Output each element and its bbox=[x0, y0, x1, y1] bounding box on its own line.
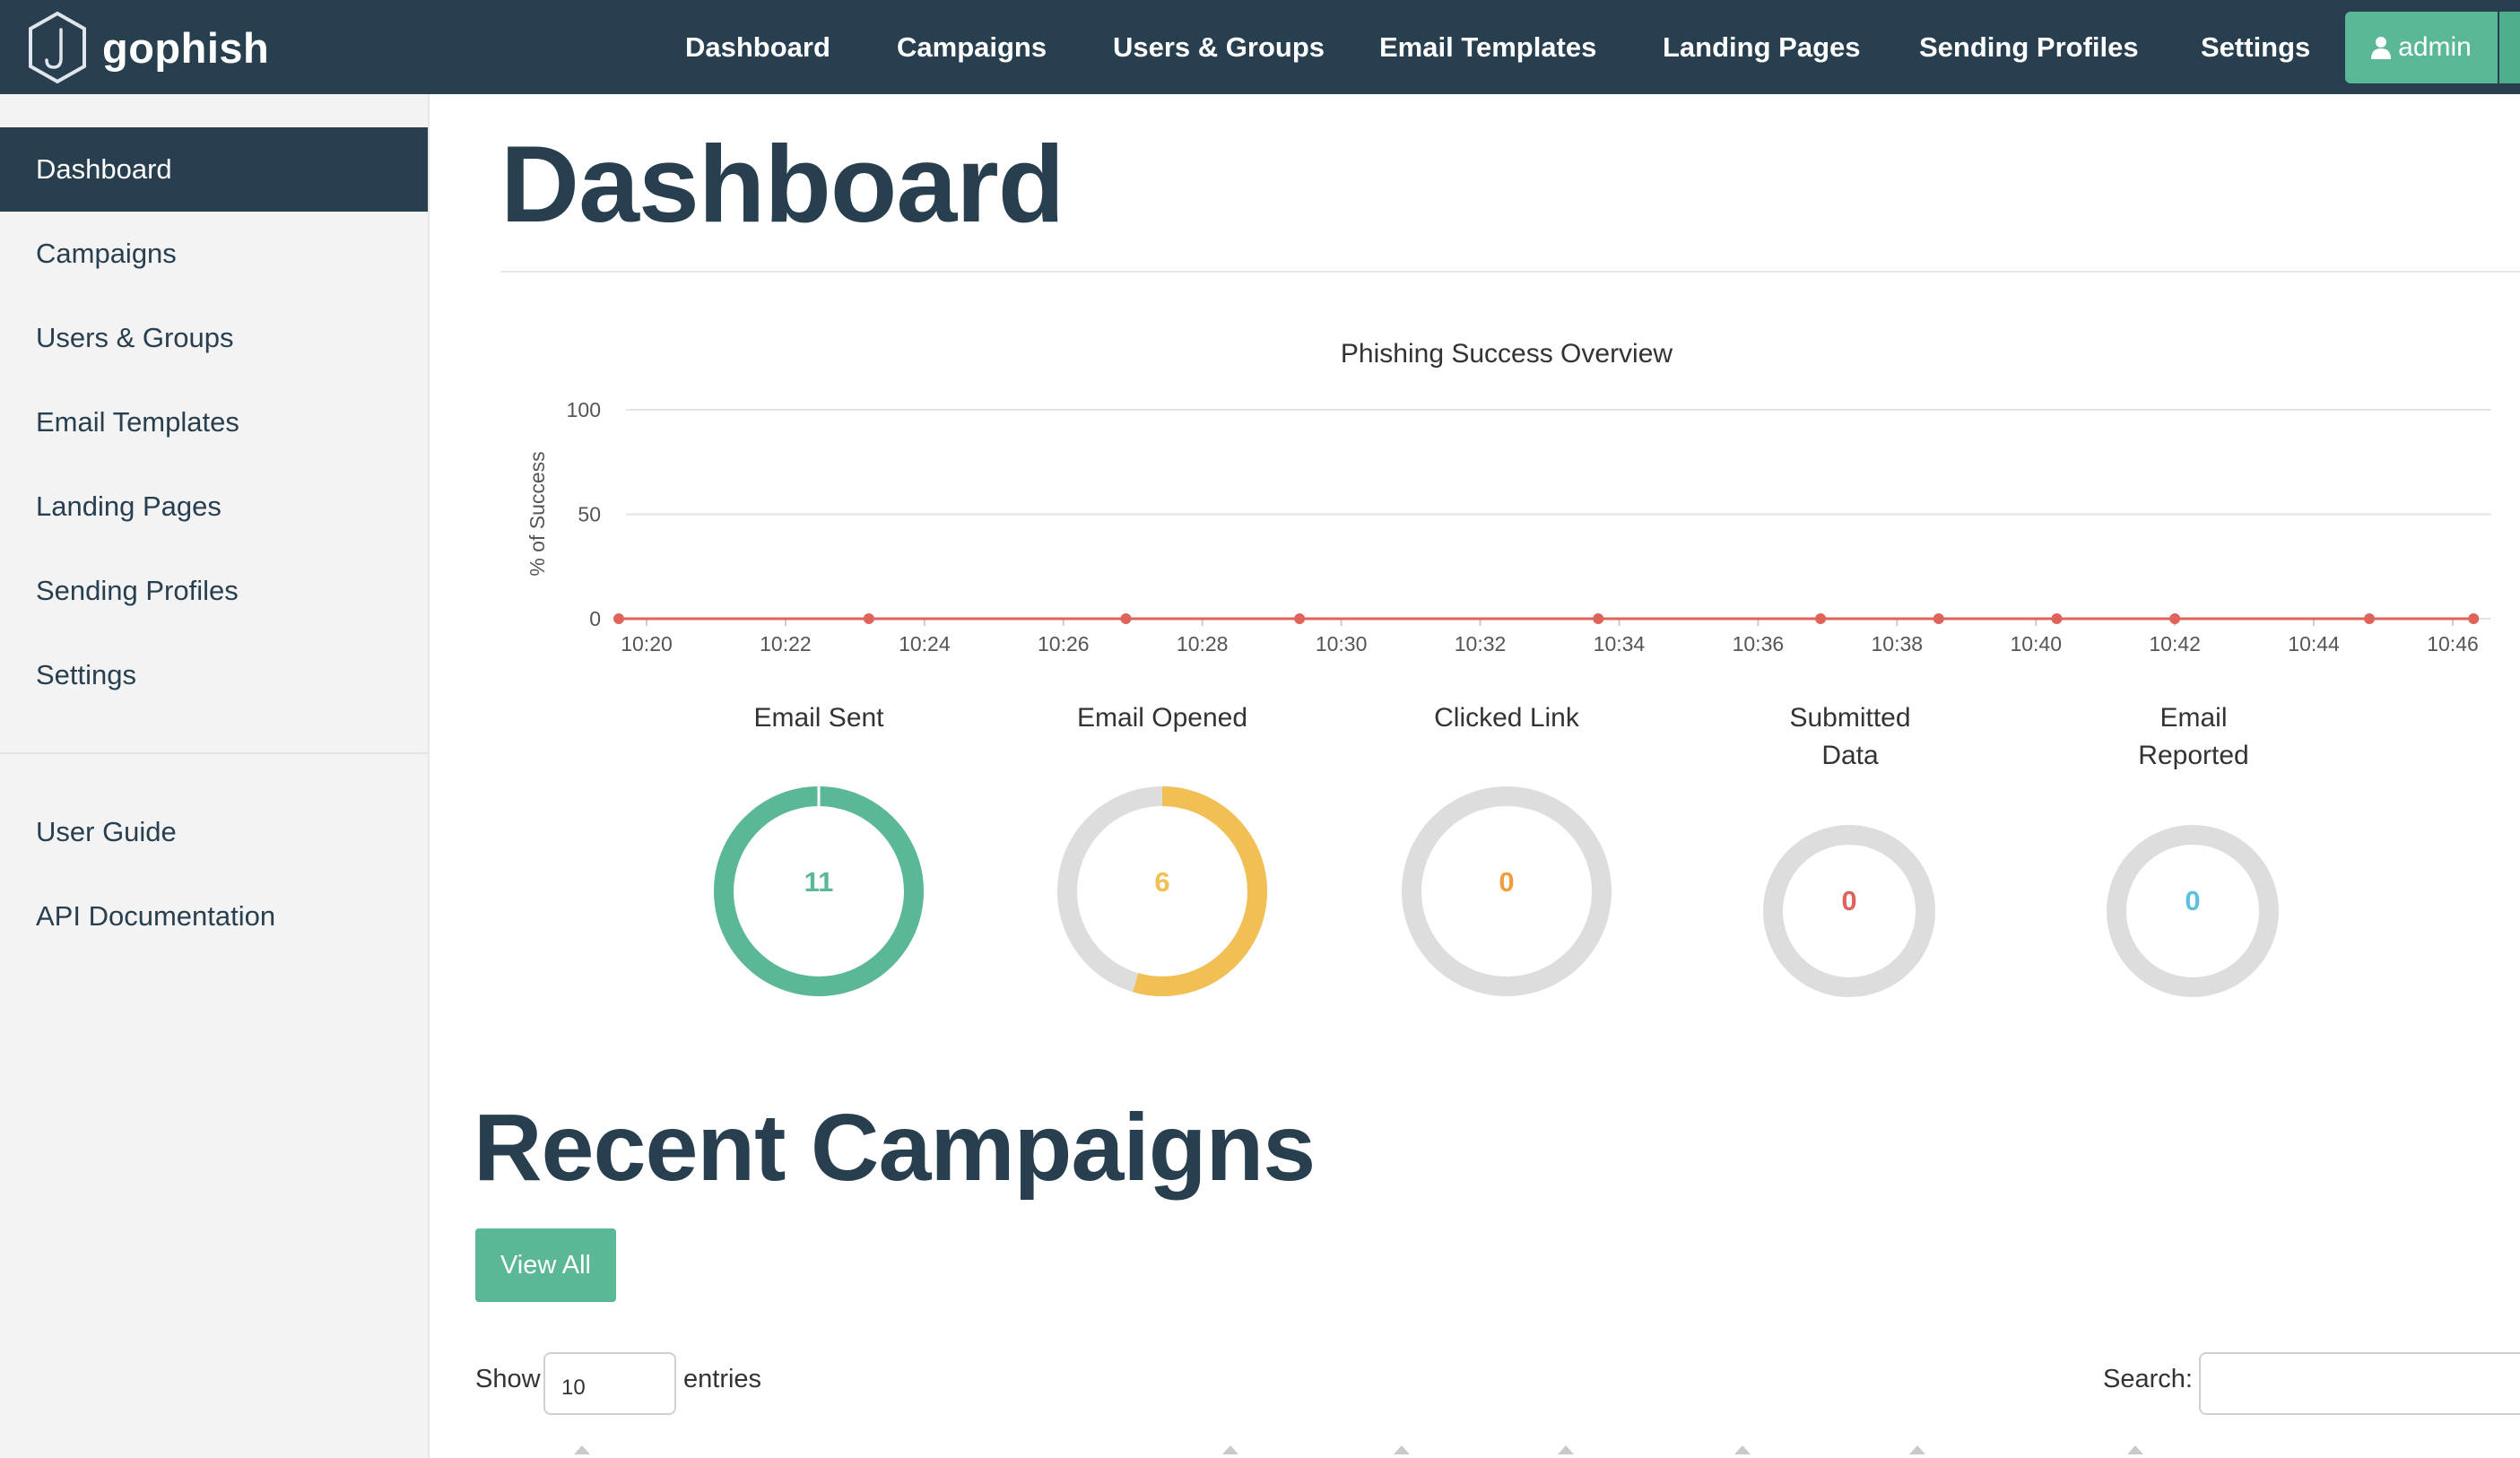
data-point bbox=[863, 613, 874, 624]
x-tick-label: 10:44 bbox=[2288, 632, 2340, 655]
stat-label-email-reported: Email Reported bbox=[2138, 703, 2249, 770]
admin-menu-button[interactable]: admin bbox=[2345, 12, 2498, 83]
y-tick-label: 0 bbox=[589, 607, 601, 630]
recent-campaigns-title: Recent Campaigns bbox=[474, 1095, 1316, 1201]
data-point bbox=[2169, 613, 2181, 624]
stat-value-clicked-link: 0 bbox=[1499, 866, 1515, 898]
stat-label-submitted-data: Submitted Data bbox=[1789, 703, 1911, 770]
x-tick-label: 10:34 bbox=[1594, 632, 1646, 655]
stat-label-email-sent: Email Sent bbox=[753, 703, 884, 733]
user-icon bbox=[2371, 37, 2392, 59]
sidebar-item-settings[interactable]: Settings bbox=[36, 659, 137, 690]
sort-indicator-icon[interactable] bbox=[1394, 1445, 1410, 1454]
nav-settings[interactable]: Settings bbox=[2201, 31, 2311, 63]
donut-email-sent bbox=[714, 785, 924, 996]
data-point bbox=[2468, 613, 2480, 624]
donut-email-reported bbox=[2107, 825, 2279, 997]
sidebar-divider bbox=[0, 752, 428, 754]
admin-dropdown-toggle[interactable] bbox=[2499, 12, 2520, 83]
sort-indicator-icon[interactable] bbox=[1734, 1445, 1751, 1454]
sidebar-item-email-templates[interactable]: Email Templates bbox=[36, 406, 239, 438]
nav-campaigns[interactable]: Campaigns bbox=[897, 31, 1047, 63]
x-tick-label: 10:46 bbox=[2427, 632, 2479, 655]
stat-value-submitted-data: 0 bbox=[1841, 885, 1857, 916]
x-tick-label: 10:20 bbox=[621, 632, 673, 655]
donut-track bbox=[2107, 825, 2279, 997]
brand-logo[interactable]: gophish bbox=[25, 7, 269, 88]
title-divider bbox=[500, 271, 2520, 273]
sidebar-item-sending-profiles[interactable]: Sending Profiles bbox=[36, 575, 239, 606]
x-tick-label: 10:30 bbox=[1316, 632, 1368, 655]
sidebar: Dashboard Campaigns Users & Groups Email… bbox=[0, 94, 430, 1458]
nav-dashboard[interactable]: Dashboard bbox=[685, 31, 830, 63]
x-tick-label: 10:22 bbox=[760, 632, 812, 655]
gophish-hook-icon bbox=[29, 11, 86, 84]
nav-sending-profiles[interactable]: Sending Profiles bbox=[1919, 31, 2139, 63]
search-input[interactable] bbox=[2199, 1352, 2520, 1415]
brand-name: gophish bbox=[102, 23, 270, 72]
y-tick-label: 100 bbox=[567, 398, 601, 421]
donut-track bbox=[1763, 825, 1935, 997]
view-all-button[interactable]: View All bbox=[475, 1228, 616, 1302]
data-point bbox=[1593, 613, 1604, 624]
nav-users-groups[interactable]: Users & Groups bbox=[1113, 31, 1325, 63]
data-point bbox=[2364, 613, 2376, 624]
sidebar-item-user-guide[interactable]: User Guide bbox=[36, 816, 177, 847]
entries-label: entries bbox=[683, 1365, 762, 1393]
stat-value-email-opened: 6 bbox=[1154, 866, 1170, 898]
x-tick-label: 10:26 bbox=[1038, 632, 1090, 655]
chart-title: Phishing Success Overview bbox=[1340, 339, 1673, 369]
sidebar-item-users-groups[interactable]: Users & Groups bbox=[36, 322, 234, 353]
top-navbar: gophish Dashboard Campaigns Users & Grou… bbox=[0, 0, 2520, 94]
admin-label: admin bbox=[2398, 32, 2472, 62]
data-point bbox=[1294, 613, 1306, 624]
sidebar-item-dashboard[interactable]: Dashboard bbox=[0, 127, 428, 212]
data-point bbox=[2051, 613, 2063, 624]
y-axis-label: % of Success bbox=[526, 451, 549, 576]
donut-submitted-data bbox=[1763, 825, 1935, 997]
page-length-select[interactable]: 10 bbox=[543, 1352, 676, 1415]
y-tick-label: 50 bbox=[578, 503, 601, 526]
show-label: Show bbox=[475, 1365, 541, 1393]
x-tick-label: 10:38 bbox=[1872, 632, 1924, 655]
nav-landing-pages[interactable]: Landing Pages bbox=[1663, 31, 1861, 63]
data-point bbox=[613, 613, 625, 624]
x-tick-label: 10:28 bbox=[1177, 632, 1229, 655]
stat-value-email-reported: 0 bbox=[2185, 885, 2201, 916]
page-title: Dashboard bbox=[500, 123, 1064, 245]
data-point bbox=[1815, 613, 1827, 624]
data-point bbox=[1120, 613, 1132, 624]
nav-email-templates[interactable]: Email Templates bbox=[1379, 31, 1597, 63]
sidebar-item-landing-pages[interactable]: Landing Pages bbox=[36, 490, 222, 522]
sort-indicator-icon[interactable] bbox=[1909, 1445, 1925, 1454]
sidebar-item-api-documentation[interactable]: API Documentation bbox=[36, 900, 276, 932]
x-tick-label: 10:40 bbox=[2010, 632, 2062, 655]
donut-track bbox=[1402, 786, 1612, 996]
x-tick-label: 10:32 bbox=[1455, 632, 1507, 655]
search-label: Search: bbox=[2103, 1365, 2193, 1393]
sort-indicator-icon[interactable] bbox=[1222, 1445, 1238, 1454]
sort-indicator-icon[interactable] bbox=[1558, 1445, 1574, 1454]
donut-clicked-link bbox=[1402, 786, 1612, 996]
data-point bbox=[1933, 613, 1944, 624]
sort-indicator-icon[interactable] bbox=[2127, 1445, 2143, 1454]
stat-label-email-opened: Email Opened bbox=[1076, 703, 1248, 733]
x-tick-label: 10:42 bbox=[2149, 632, 2201, 655]
phishing-success-chart: 0 50 100 % of Success 10:20 10:22 10:24 10:26 10… bbox=[526, 398, 2491, 655]
stat-label-clicked-link: Clicked Link bbox=[1434, 703, 1579, 733]
x-tick-label: 10:24 bbox=[899, 632, 951, 655]
sort-indicator-icon[interactable] bbox=[574, 1445, 590, 1454]
donut-email-opened bbox=[1057, 786, 1267, 996]
sidebar-item-campaigns[interactable]: Campaigns bbox=[36, 238, 177, 269]
donut-arc bbox=[1057, 786, 1267, 996]
x-tick-label: 10:36 bbox=[1733, 632, 1785, 655]
stat-value-email-sent: 11 bbox=[804, 866, 834, 898]
